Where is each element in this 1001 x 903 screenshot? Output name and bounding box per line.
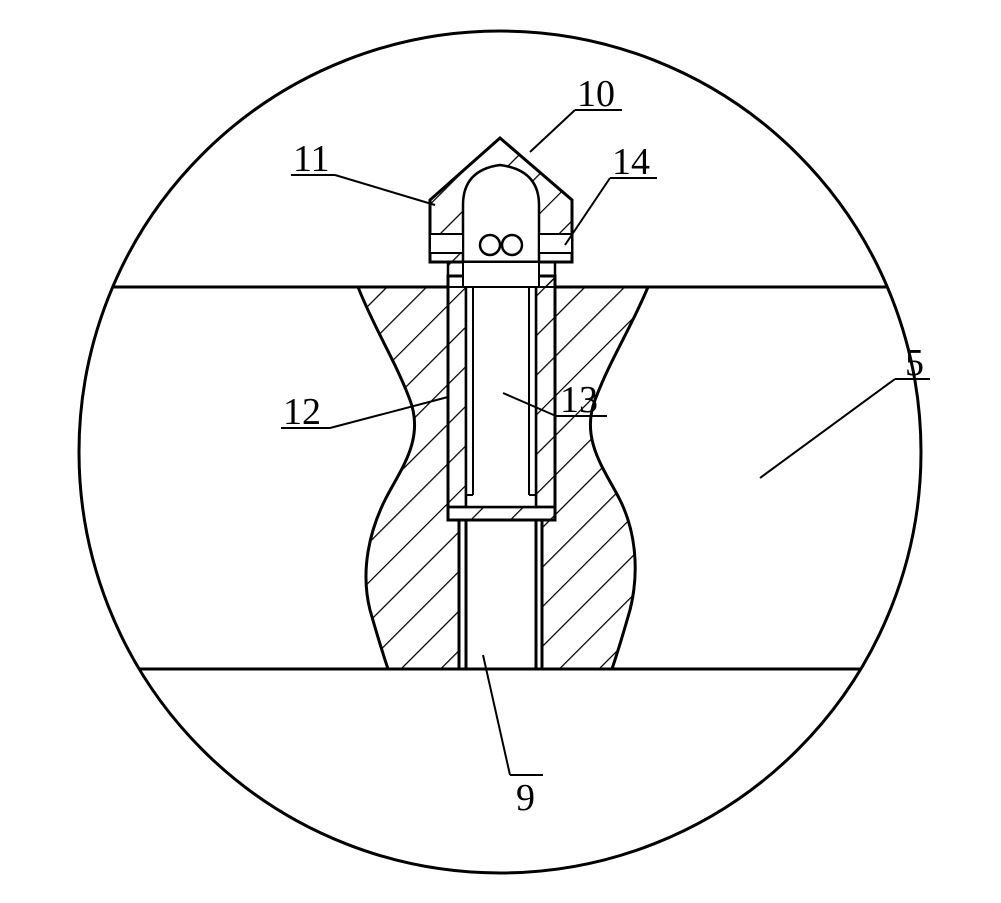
label-12: 12	[283, 390, 321, 434]
hatch-left	[358, 287, 459, 669]
leader-10	[530, 110, 575, 152]
shaft-lower	[466, 520, 536, 669]
label-11: 11	[293, 137, 330, 181]
leader-9	[483, 655, 510, 775]
engineering-diagram	[0, 0, 1001, 903]
label-5: 5	[905, 341, 924, 385]
leader-11	[335, 175, 435, 205]
label-9: 9	[516, 776, 535, 820]
cap-inner-cavity	[463, 165, 539, 262]
hatch-right	[542, 287, 648, 669]
inner-cavity	[466, 276, 536, 507]
leader-5	[760, 379, 895, 478]
label-14: 14	[612, 140, 650, 184]
label-13: 13	[560, 378, 598, 422]
label-10: 10	[577, 72, 615, 116]
diagram-container: 5 9 10 11 12 13 14	[0, 0, 1001, 903]
